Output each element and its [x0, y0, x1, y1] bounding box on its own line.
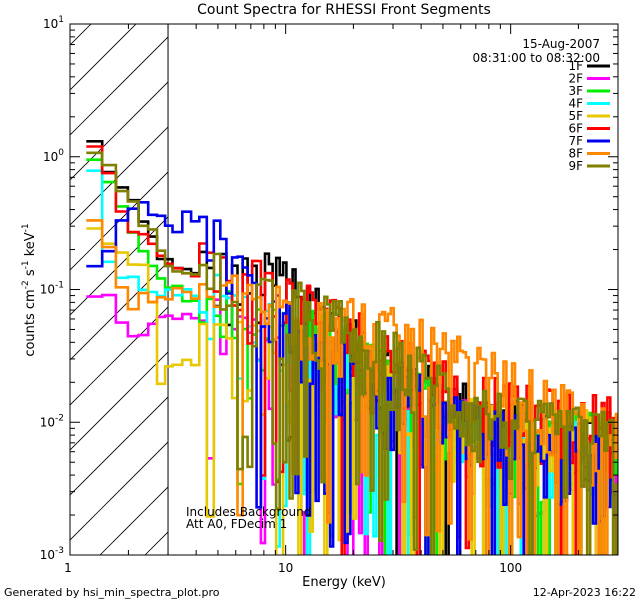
- y-label-exp3: -1: [21, 223, 31, 232]
- y-tick-exp: -3: [55, 546, 64, 556]
- y-tick-label: 10-3: [40, 546, 64, 562]
- legend-label-9f: 9F: [568, 159, 583, 173]
- hatch-line: [70, 441, 169, 541]
- series-9f-line: [86, 151, 618, 555]
- y-tick-exp: -2: [55, 413, 64, 423]
- legend-label-1f: 1F: [568, 59, 583, 73]
- footer-timestamp: 12-Apr-2023 16:22: [533, 586, 636, 599]
- hatch-line: [70, 171, 169, 271]
- y-label-tail: keV: [23, 232, 38, 260]
- y-tick-exp: -1: [55, 281, 64, 291]
- legend-label-3f: 3F: [568, 84, 583, 98]
- time-range-annotation: 08:31:00 to 08:32:00: [473, 51, 600, 65]
- y-label-base: counts cm: [23, 289, 38, 356]
- legend-label-2f: 2F: [568, 72, 583, 86]
- y-label-exp2: -1: [21, 260, 31, 269]
- hatch-line: [70, 396, 169, 496]
- y-tick-label: 100: [43, 148, 64, 164]
- y-label-mid: s: [23, 269, 38, 280]
- x-axis-ticks: 1 10 100: [64, 24, 619, 575]
- x-tick-label: 10: [278, 561, 293, 575]
- legend-label-6f: 6F: [568, 122, 583, 136]
- hatch-line: [70, 216, 169, 316]
- y-tick-base: 10: [40, 548, 55, 562]
- y-tick-base: 10: [43, 150, 58, 164]
- x-tick-label: 1: [64, 561, 72, 575]
- x-tick-label: 100: [499, 561, 522, 575]
- y-label-exp1: -2: [21, 280, 31, 289]
- attenuator-annotation: Att A0, FDecim 1: [186, 517, 287, 531]
- chart-title: Count Spectra for RHESSI Front Segments: [197, 2, 491, 18]
- y-tick-exp: 1: [58, 15, 64, 25]
- y-tick-base: 10: [43, 17, 58, 31]
- y-tick-exp: 0: [58, 148, 64, 158]
- series-layer: [86, 140, 618, 555]
- y-axis-label: counts cm-2 s-1 keV-1: [21, 223, 38, 356]
- legend-label-8f: 8F: [568, 147, 583, 161]
- y-tick-label: 10-2: [40, 413, 64, 429]
- legend-label-5f: 5F: [568, 109, 583, 123]
- hatch-line: [0, 0, 115, 555]
- footer-generated-by: Generated by hsi_min_spectra_plot.pro: [4, 586, 220, 599]
- attenuated-region-hatch: [0, 0, 169, 555]
- legend-label-4f: 4F: [568, 97, 583, 111]
- y-tick-base: 10: [40, 415, 55, 429]
- hatch-line: [70, 24, 137, 91]
- x-axis-label: Energy (keV): [302, 575, 386, 590]
- hatch-line: [70, 36, 169, 136]
- background-annotation: Includes Background: [186, 505, 311, 519]
- y-tick-label: 101: [43, 15, 64, 31]
- y-tick-base: 10: [40, 283, 55, 297]
- y-tick-label: 10-1: [40, 281, 64, 297]
- legend-label-7f: 7F: [568, 134, 583, 148]
- date-annotation: 15-Aug-2007: [522, 37, 600, 51]
